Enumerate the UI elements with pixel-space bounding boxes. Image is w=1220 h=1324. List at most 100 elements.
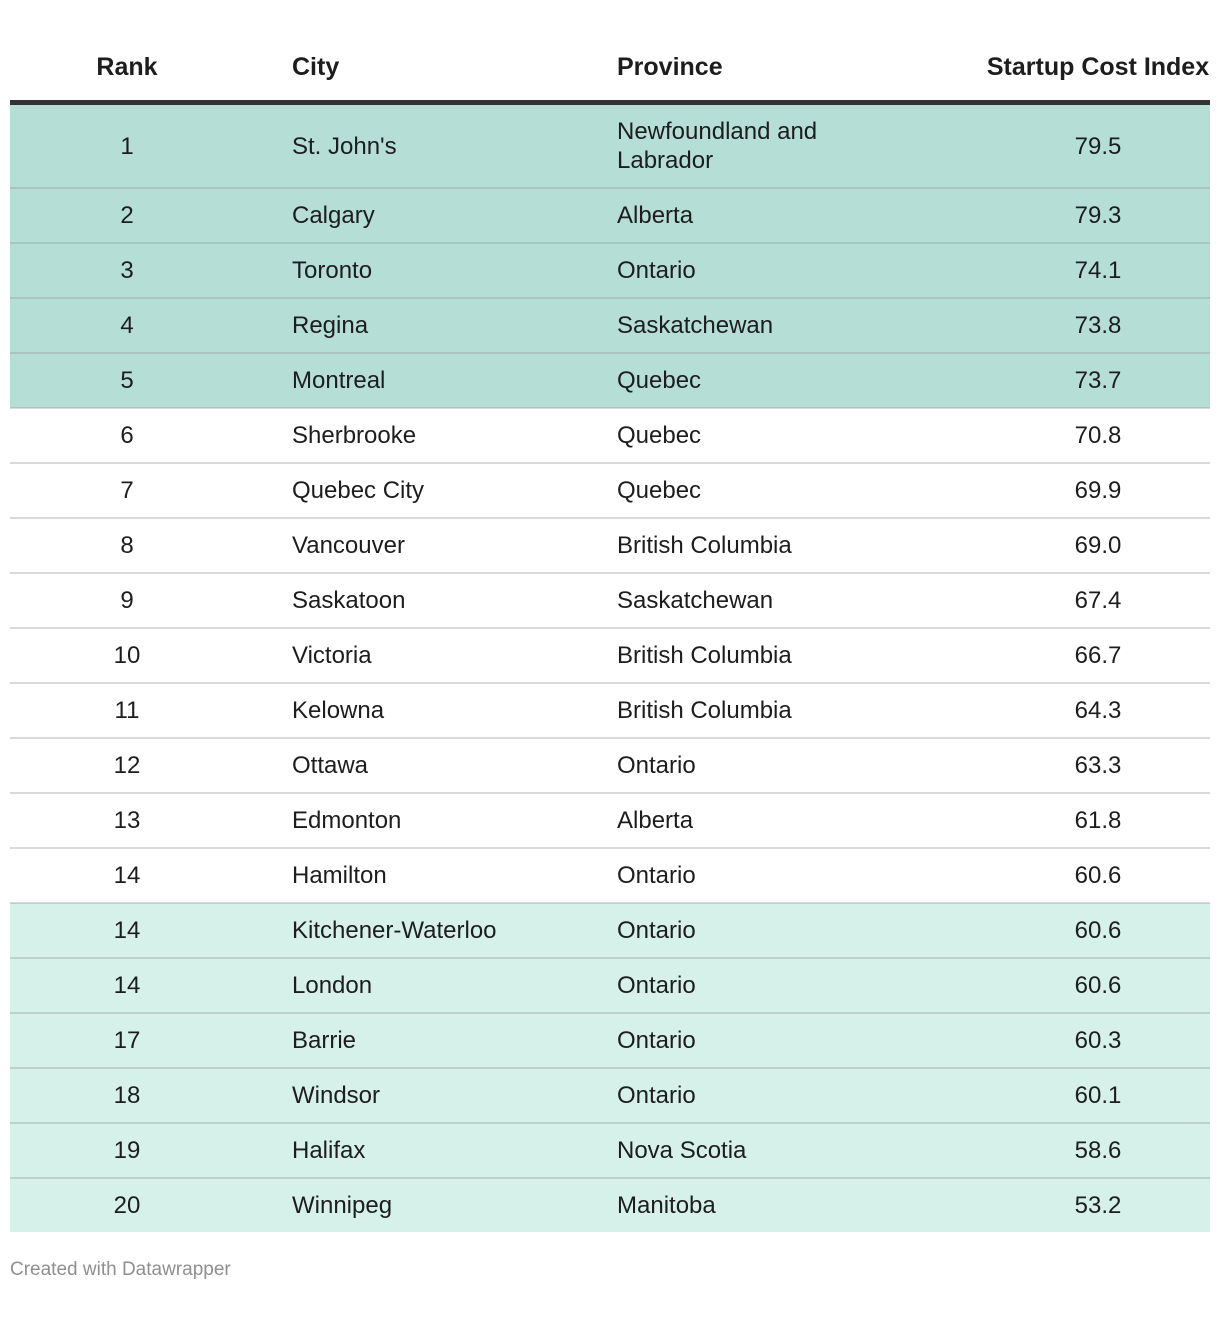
table-row: 1 St. John's Newfoundland and Labrador 79.5: [10, 102, 1210, 188]
column-header-index: Startup Cost Index: [898, 34, 1210, 105]
table-row: 7 Quebec City Quebec 69.9: [10, 462, 1210, 518]
table-row: 4 Regina Saskatchewan 73.8: [10, 297, 1210, 353]
city-cell: Regina: [244, 297, 568, 353]
header-row: Rank City Province Startup Cost Index: [10, 34, 1210, 105]
rank-cell: 17: [10, 1012, 244, 1068]
table-row: 12 Ottawa Ontario 63.3: [10, 737, 1210, 793]
city-cell: Windsor: [244, 1067, 568, 1123]
city-cell: Montreal: [244, 352, 568, 408]
index-cell: 60.6: [898, 957, 1210, 1013]
province-cell: Ontario: [568, 1067, 898, 1123]
province-cell: British Columbia: [568, 517, 898, 573]
index-cell: 66.7: [898, 627, 1210, 683]
province-cell: British Columbia: [568, 627, 898, 683]
index-cell: 63.3: [898, 737, 1210, 793]
rank-cell: 10: [10, 627, 244, 683]
table-row: 10 Victoria British Columbia 66.7: [10, 627, 1210, 683]
province-cell: Saskatchewan: [568, 297, 898, 353]
index-cell: 61.8: [898, 792, 1210, 848]
table-row: 8 Vancouver British Columbia 69.0: [10, 517, 1210, 573]
index-cell: 79.3: [898, 187, 1210, 243]
index-cell: 70.8: [898, 407, 1210, 463]
index-cell: 69.9: [898, 462, 1210, 518]
rank-cell: 13: [10, 792, 244, 848]
city-cell: Edmonton: [244, 792, 568, 848]
rank-cell: 8: [10, 517, 244, 573]
province-cell: Ontario: [568, 957, 898, 1013]
province-cell: Ontario: [568, 737, 898, 793]
rank-cell: 3: [10, 242, 244, 298]
city-cell: Victoria: [244, 627, 568, 683]
rank-cell: 2: [10, 187, 244, 243]
footer: Created with Datawrapper: [10, 1258, 1210, 1282]
table-row: 11 Kelowna British Columbia 64.3: [10, 682, 1210, 738]
table-row: 3 Toronto Ontario 74.1: [10, 242, 1210, 298]
table-row: 14 Hamilton Ontario 60.6: [10, 847, 1210, 903]
city-cell: Saskatoon: [244, 572, 568, 628]
province-cell: Ontario: [568, 242, 898, 298]
table-row: 6 Sherbrooke Quebec 70.8: [10, 407, 1210, 463]
table-body: 1 St. John's Newfoundland and Labrador 79.5…: [10, 102, 1210, 1232]
rank-cell: 5: [10, 352, 244, 408]
rank-cell: 12: [10, 737, 244, 793]
province-cell: Quebec: [568, 352, 898, 408]
city-cell: Quebec City: [244, 462, 568, 518]
index-cell: 79.5: [898, 102, 1210, 188]
rank-cell: 6: [10, 407, 244, 463]
rank-cell: 18: [10, 1067, 244, 1123]
city-cell: London: [244, 957, 568, 1013]
rank-cell: 14: [10, 847, 244, 903]
table-row: 5 Montreal Quebec 73.7: [10, 352, 1210, 408]
table-row: 20 Winnipeg Manitoba 53.2: [10, 1177, 1210, 1232]
city-cell: Barrie: [244, 1012, 568, 1068]
column-header-rank: Rank: [10, 34, 244, 105]
province-cell: Newfoundland and Labrador: [568, 102, 898, 188]
index-cell: 69.0: [898, 517, 1210, 573]
city-cell: Vancouver: [244, 517, 568, 573]
column-header-province: Province: [568, 34, 898, 105]
table-row: 14 Kitchener-Waterloo Ontario 60.6: [10, 902, 1210, 958]
city-cell: Winnipeg: [244, 1177, 568, 1232]
rank-cell: 14: [10, 902, 244, 958]
table-row: 19 Halifax Nova Scotia 58.6: [10, 1122, 1210, 1178]
table-row: 13 Edmonton Alberta 61.8: [10, 792, 1210, 848]
city-cell: Kelowna: [244, 682, 568, 738]
index-cell: 60.3: [898, 1012, 1210, 1068]
index-cell: 60.1: [898, 1067, 1210, 1123]
column-header-city: City: [244, 34, 568, 105]
table-row: 17 Barrie Ontario 60.3: [10, 1012, 1210, 1068]
rank-cell: 4: [10, 297, 244, 353]
province-cell: Ontario: [568, 847, 898, 903]
rank-cell: 14: [10, 957, 244, 1013]
city-cell: Ottawa: [244, 737, 568, 793]
index-cell: 73.8: [898, 297, 1210, 353]
rank-cell: 20: [10, 1177, 244, 1232]
province-cell: Alberta: [568, 187, 898, 243]
city-cell: St. John's: [244, 102, 568, 188]
index-cell: 60.6: [898, 847, 1210, 903]
city-cell: Toronto: [244, 242, 568, 298]
rank-cell: 9: [10, 572, 244, 628]
datawrapper-attribution-link[interactable]: Created with Datawrapper: [10, 1259, 231, 1280]
city-cell: Calgary: [244, 187, 568, 243]
province-cell: Ontario: [568, 1012, 898, 1068]
city-cell: Kitchener-Waterloo: [244, 902, 568, 958]
index-cell: 73.7: [898, 352, 1210, 408]
table-row: 2 Calgary Alberta 79.3: [10, 187, 1210, 243]
province-cell: Saskatchewan: [568, 572, 898, 628]
rank-cell: 1: [10, 102, 244, 188]
city-cell: Hamilton: [244, 847, 568, 903]
index-cell: 64.3: [898, 682, 1210, 738]
rank-cell: 19: [10, 1122, 244, 1178]
rank-cell: 11: [10, 682, 244, 738]
index-cell: 58.6: [898, 1122, 1210, 1178]
table-row: 14 London Ontario 60.6: [10, 957, 1210, 1013]
province-cell: Quebec: [568, 462, 898, 518]
table-row: 9 Saskatoon Saskatchewan 67.4: [10, 572, 1210, 628]
province-cell: Ontario: [568, 902, 898, 958]
index-cell: 74.1: [898, 242, 1210, 298]
province-cell: Nova Scotia: [568, 1122, 898, 1178]
province-cell: Alberta: [568, 792, 898, 848]
